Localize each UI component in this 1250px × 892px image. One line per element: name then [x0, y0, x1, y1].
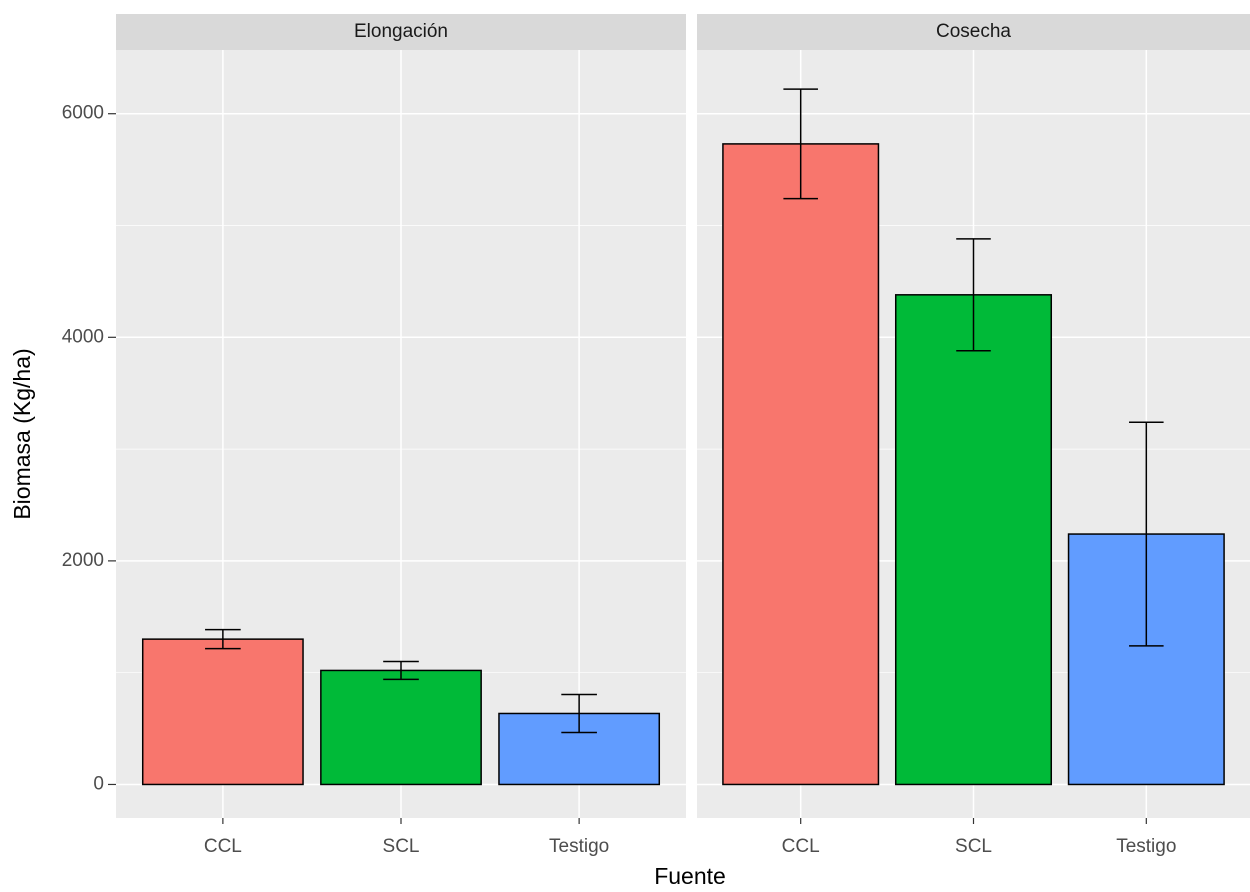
bar	[320, 669, 482, 786]
x-tick-label: SCL	[383, 836, 420, 857]
strip-label: Elongación	[354, 21, 448, 42]
y-tick-label: 4000	[62, 326, 104, 347]
strip-background	[116, 14, 686, 50]
x-tick-label: SCL	[955, 836, 992, 857]
error-bar	[383, 660, 419, 681]
error-bar	[783, 88, 818, 200]
bar	[894, 294, 1053, 786]
bar	[722, 143, 880, 786]
error-bar	[561, 693, 597, 734]
y-tick-label: 2000	[62, 550, 104, 571]
x-tick-label: CCL	[782, 836, 820, 857]
x-tick-label: CCL	[204, 836, 242, 857]
error-bar	[956, 238, 991, 352]
y-tick-label: 0	[93, 773, 104, 794]
x-tick-label: Testigo	[549, 836, 609, 857]
y-tick-label: 6000	[62, 103, 104, 124]
x-tick-label: Testigo	[1116, 836, 1176, 857]
strip-label: Cosecha	[936, 21, 1011, 42]
x-axis-title: Fuente	[654, 863, 726, 889]
strip-background	[697, 14, 1250, 50]
error-bar	[1129, 421, 1164, 647]
bar	[141, 638, 304, 786]
y-axis-title: Biomasa (Kg/ha)	[9, 348, 35, 519]
error-bar	[205, 628, 241, 650]
